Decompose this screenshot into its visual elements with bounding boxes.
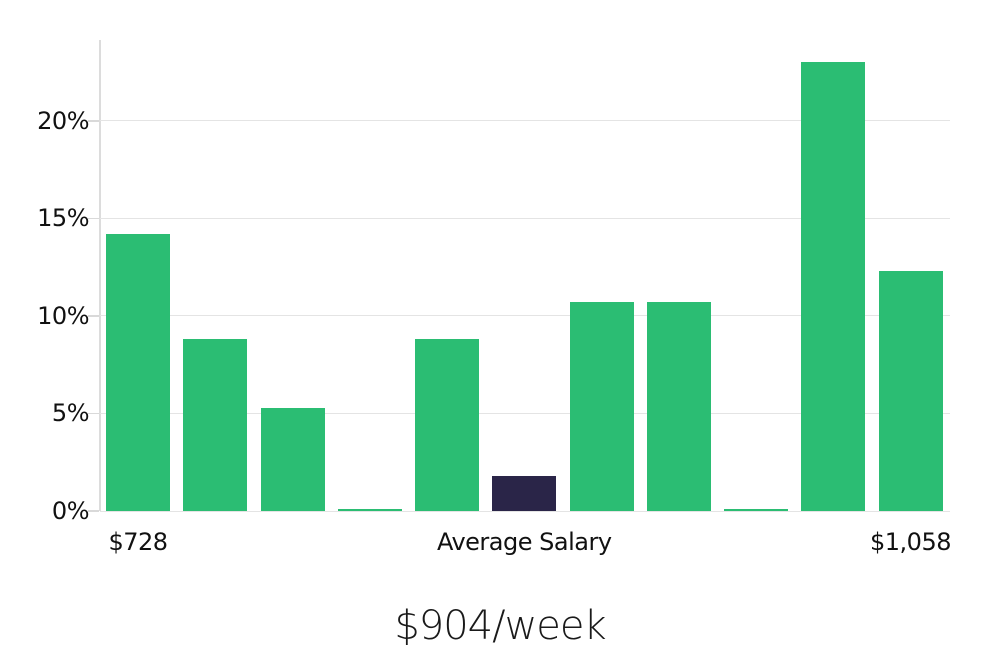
x-tick-label: $1,058 (870, 528, 951, 556)
salary-bin-bar[interactable] (646, 302, 711, 511)
y-axis-tick (88, 510, 99, 512)
chart-title: $904/week (394, 603, 606, 649)
y-tick-label: 5% (51, 399, 90, 428)
salary-bin-bar[interactable] (724, 509, 788, 511)
salary-bin-bar[interactable] (801, 62, 866, 511)
y-axis-line (99, 40, 101, 511)
salary-bin-bar[interactable] (260, 407, 325, 511)
salary-bin-bar[interactable] (106, 234, 170, 511)
salary-bin-bar[interactable] (415, 339, 479, 511)
y-axis-tick (88, 412, 99, 415)
y-tick-label: 20% (37, 106, 89, 135)
y-axis-tick (88, 315, 99, 317)
y-tick-label: 10% (37, 301, 89, 330)
y-tick-label: 15% (37, 204, 89, 233)
gridline (100, 120, 950, 122)
gridline (100, 315, 950, 317)
average-salary-bar[interactable] (492, 475, 557, 511)
salary-bin-bar[interactable] (569, 302, 634, 511)
gridline (100, 510, 950, 512)
gridline (100, 412, 950, 414)
salary-bin-bar[interactable] (183, 339, 248, 511)
y-tick-label: 0% (51, 497, 90, 525)
x-tick-label: Average Salary (436, 528, 612, 556)
x-tick-label: $728 (108, 528, 168, 556)
salary-bin-bar[interactable] (878, 271, 943, 511)
y-axis-tick (88, 217, 99, 220)
gridline (100, 217, 950, 219)
salary-bin-bar[interactable] (337, 509, 402, 511)
y-axis-tick (88, 120, 99, 122)
